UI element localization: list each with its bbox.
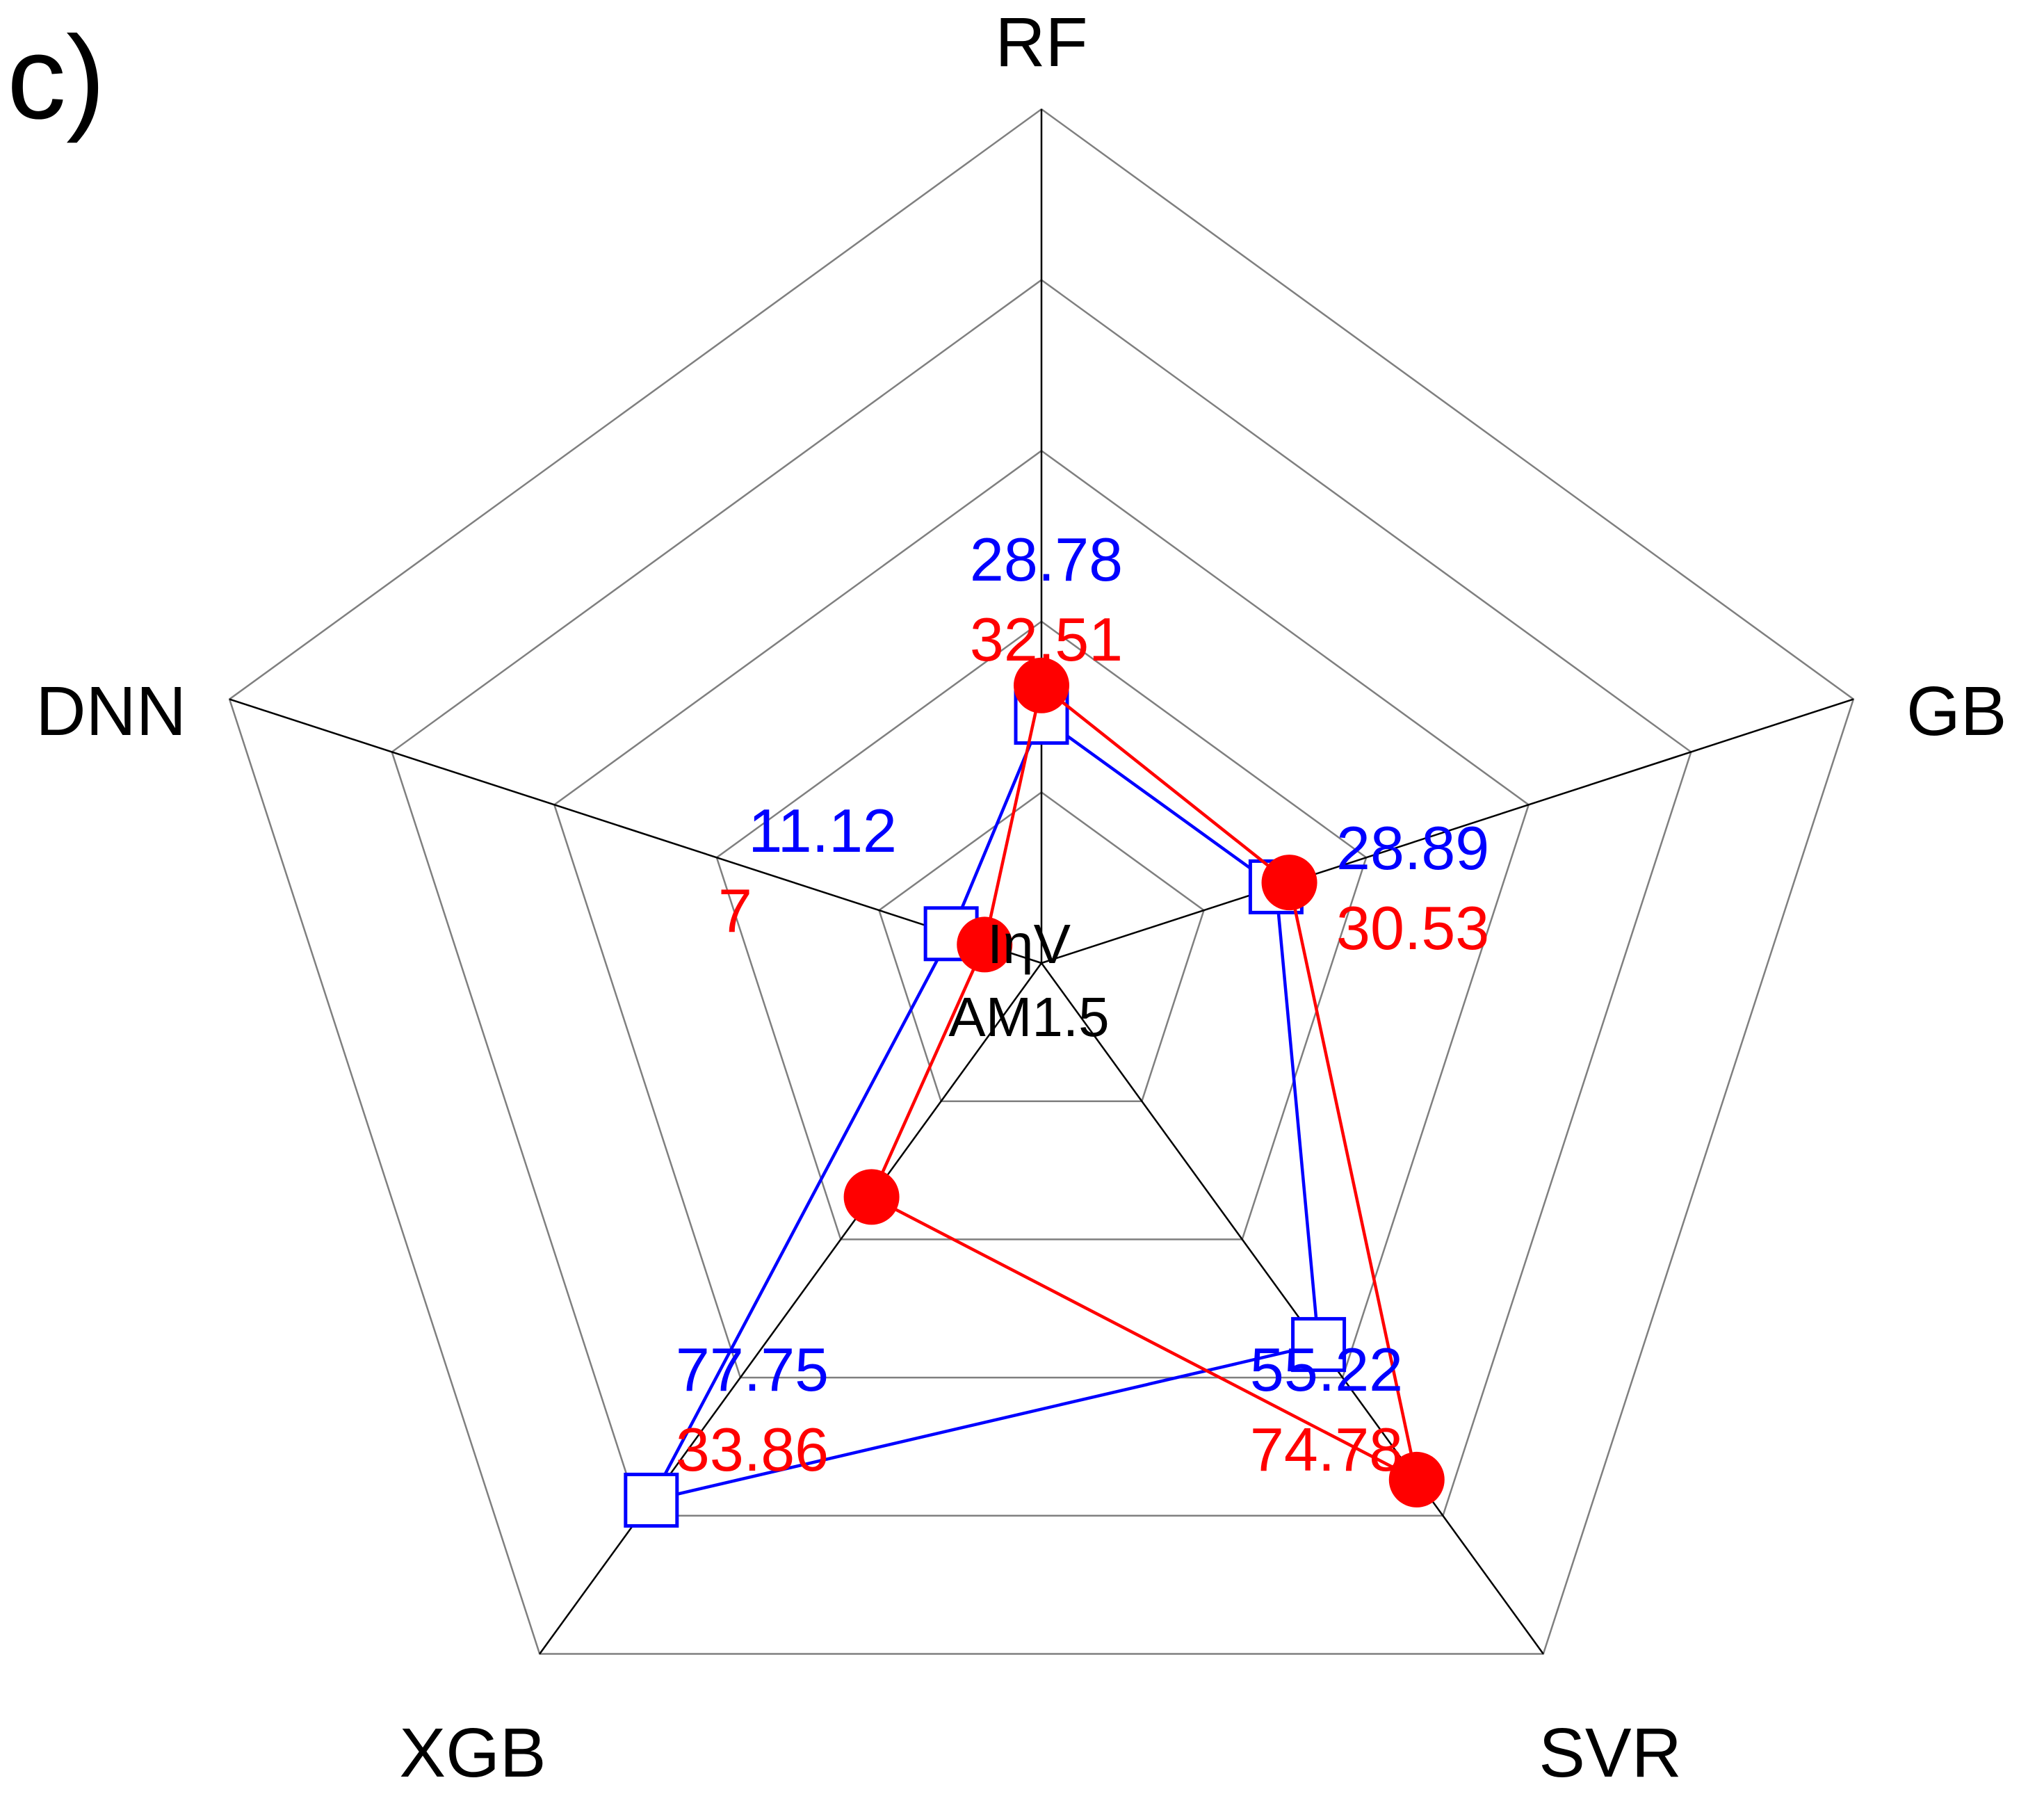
panel-label: c): [7, 12, 106, 144]
axis-label-rf: RF: [995, 3, 1087, 81]
series-2-value-label-svr: 74.78: [1250, 1415, 1403, 1484]
grid-ring-2: [715, 620, 1368, 1241]
radar-grid: [228, 108, 1855, 1655]
series-1-value-label-rf: 28.78: [970, 525, 1123, 594]
grid-ring-3: [553, 449, 1530, 1379]
spoke-svr: [1040, 962, 1544, 1655]
series-2-marker-svr: [1388, 1451, 1445, 1508]
axis-label-gb: GB: [1906, 672, 2006, 750]
radar-series: [624, 657, 1445, 1528]
series-1-outline: [648, 715, 1321, 1503]
series-2-value-label-rf: 32.51: [970, 605, 1123, 674]
series-2-value-label-gb: 30.53: [1336, 894, 1489, 962]
series-2-marker-dnn: [957, 916, 1013, 973]
series-1-value-label-dnn: 11.12: [748, 796, 897, 865]
axis-label-svr: SVR: [1539, 1714, 1682, 1792]
series-1-value-label-gb: 28.89: [1336, 814, 1489, 882]
series-2-value-label-xgb: 33.86: [676, 1415, 829, 1484]
axis-label-xgb: XGB: [399, 1714, 546, 1792]
series-2-marker-rf: [1014, 657, 1069, 713]
grid-ring-5: [228, 108, 1855, 1655]
series-1-marker-svr: [1291, 1317, 1347, 1373]
spoke-gb: [1041, 698, 1854, 964]
spoke-xgb: [539, 962, 1043, 1655]
spoke-dnn: [229, 698, 1042, 964]
grid-ring-4: [391, 279, 1692, 1517]
series-1-value-label-xgb: 77.75: [676, 1335, 829, 1404]
series-2-outline: [869, 682, 1419, 1483]
radar-axes: [229, 109, 1854, 1655]
series-2-value-label-dnn: 7: [718, 876, 752, 945]
center-label-line1: IηV: [987, 913, 1071, 975]
series-1-value-label-svr: 55.22: [1250, 1335, 1403, 1404]
radar-labels: RF GB SVR XGB DNN 28.78 28.89 55.22 77.75 11.12 32…: [35, 3, 2006, 1792]
grid-ring-1: [877, 791, 1206, 1102]
center-label-line2: AM1.5: [948, 986, 1109, 1048]
axis-label-dnn: DNN: [35, 672, 186, 750]
series-2-marker-xgb: [843, 1169, 900, 1225]
series-1-marker-xgb: [624, 1472, 679, 1528]
series-2-marker-gb: [1261, 855, 1317, 911]
